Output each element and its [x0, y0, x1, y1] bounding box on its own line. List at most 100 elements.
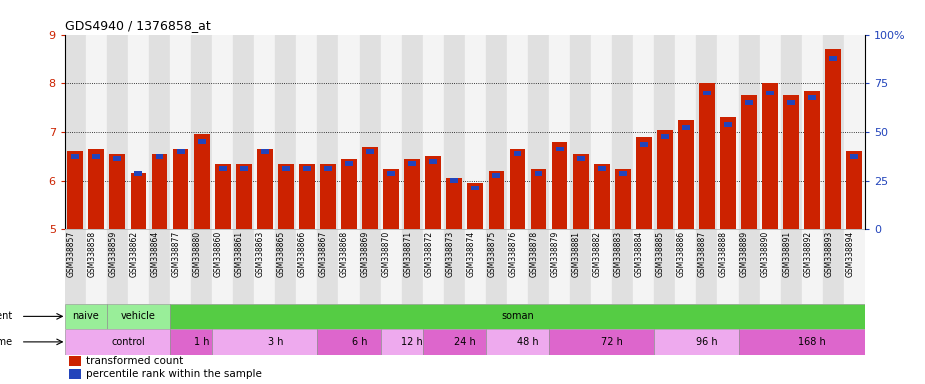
- Bar: [549, 329, 654, 355]
- Bar: [781, 229, 802, 304]
- Bar: [675, 229, 697, 304]
- Bar: [654, 329, 738, 355]
- Bar: [472, 185, 479, 190]
- Bar: [107, 35, 128, 229]
- Bar: [65, 229, 86, 304]
- Text: 1 h: 1 h: [194, 337, 209, 347]
- Bar: [492, 174, 500, 178]
- Text: GSM338857: GSM338857: [67, 231, 75, 277]
- Bar: [507, 35, 528, 229]
- Bar: [718, 35, 738, 229]
- Bar: [278, 164, 294, 229]
- Bar: [570, 35, 591, 229]
- Text: agent: agent: [0, 311, 13, 321]
- Bar: [212, 35, 233, 229]
- Bar: [635, 137, 652, 229]
- Bar: [240, 166, 248, 171]
- Bar: [282, 166, 290, 171]
- Text: GSM338885: GSM338885: [656, 231, 665, 277]
- Bar: [380, 35, 401, 229]
- Bar: [802, 229, 822, 304]
- Bar: [844, 229, 865, 304]
- Bar: [531, 169, 547, 229]
- Bar: [429, 159, 438, 164]
- Bar: [703, 91, 711, 96]
- Bar: [556, 147, 563, 151]
- Bar: [738, 35, 759, 229]
- Bar: [233, 35, 254, 229]
- Text: control: control: [111, 337, 145, 347]
- Bar: [759, 35, 781, 229]
- Bar: [324, 166, 332, 171]
- Bar: [802, 35, 822, 229]
- Bar: [65, 329, 170, 355]
- Bar: [149, 35, 170, 229]
- Text: 6 h: 6 h: [352, 337, 367, 347]
- Bar: [488, 171, 504, 229]
- Text: time: time: [0, 337, 13, 347]
- Bar: [254, 35, 276, 229]
- Bar: [170, 35, 191, 229]
- Bar: [92, 154, 100, 159]
- Bar: [699, 83, 715, 229]
- Text: transformed count: transformed count: [85, 356, 183, 366]
- Text: 48 h: 48 h: [517, 337, 538, 347]
- Bar: [678, 120, 694, 229]
- Bar: [787, 100, 796, 105]
- Text: GSM338873: GSM338873: [445, 231, 454, 277]
- Bar: [317, 329, 380, 355]
- Bar: [573, 154, 588, 229]
- Text: GSM338883: GSM338883: [613, 231, 623, 277]
- Bar: [718, 229, 738, 304]
- Bar: [134, 171, 142, 176]
- Bar: [339, 35, 360, 229]
- Bar: [296, 35, 317, 229]
- Bar: [177, 149, 184, 154]
- Bar: [363, 147, 378, 229]
- Bar: [741, 96, 757, 229]
- Text: GSM338866: GSM338866: [298, 231, 307, 277]
- Bar: [444, 35, 464, 229]
- Bar: [276, 229, 296, 304]
- Bar: [215, 164, 230, 229]
- Text: percentile rank within the sample: percentile rank within the sample: [85, 369, 262, 379]
- Bar: [170, 329, 212, 355]
- Bar: [738, 329, 865, 355]
- Bar: [783, 96, 799, 229]
- Text: GSM338891: GSM338891: [783, 231, 791, 277]
- Bar: [444, 229, 464, 304]
- Text: GSM338880: GSM338880: [192, 231, 202, 277]
- Text: GSM338870: GSM338870: [382, 231, 391, 277]
- Bar: [594, 164, 610, 229]
- Bar: [296, 229, 317, 304]
- Text: GSM338894: GSM338894: [845, 231, 855, 277]
- Bar: [71, 154, 80, 159]
- Bar: [317, 35, 339, 229]
- Bar: [380, 329, 423, 355]
- Bar: [360, 229, 380, 304]
- Bar: [109, 154, 125, 229]
- Bar: [383, 169, 399, 229]
- Bar: [844, 35, 865, 229]
- Text: GSM338884: GSM338884: [635, 231, 644, 277]
- Bar: [114, 156, 121, 161]
- Text: GSM338876: GSM338876: [509, 231, 517, 277]
- Bar: [170, 304, 865, 329]
- Text: GSM338882: GSM338882: [593, 231, 601, 277]
- Bar: [191, 229, 212, 304]
- Bar: [634, 35, 654, 229]
- Text: GSM338869: GSM338869: [361, 231, 370, 277]
- Text: GSM338872: GSM338872: [425, 231, 433, 277]
- Bar: [576, 156, 585, 161]
- Bar: [612, 229, 634, 304]
- Bar: [486, 35, 507, 229]
- Text: GSM338868: GSM338868: [340, 231, 349, 277]
- Bar: [846, 151, 862, 229]
- Text: GDS4940 / 1376858_at: GDS4940 / 1376858_at: [65, 19, 211, 32]
- Bar: [808, 96, 816, 100]
- Bar: [408, 161, 416, 166]
- Text: 12 h: 12 h: [401, 337, 423, 347]
- Text: GSM338879: GSM338879: [550, 231, 560, 277]
- Text: GSM338863: GSM338863: [256, 231, 265, 277]
- Text: GSM338886: GSM338886: [677, 231, 686, 277]
